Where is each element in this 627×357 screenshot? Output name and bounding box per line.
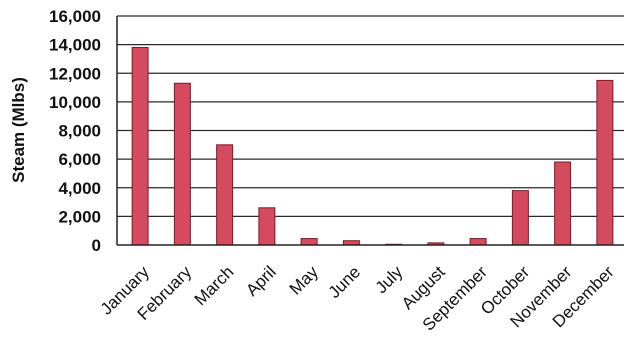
y-tick-labels: 0 2,000 4,000 6,000 8,000 10,000 12,000 14,000 1…: [49, 7, 101, 255]
y-tick-label: 14,000: [49, 36, 101, 55]
y-tick-label: 8,000: [58, 122, 101, 141]
y-tick-label: 6,000: [58, 150, 101, 169]
bar-march: [216, 144, 234, 246]
y-tick-label: 4,000: [58, 179, 101, 198]
y-tick-label: 2,000: [58, 207, 101, 226]
y-axis-label: Steam (Mlbs): [9, 77, 28, 183]
bar-january: [131, 46, 149, 246]
bar-april: [258, 207, 276, 246]
y-tick-label: 10,000: [49, 93, 101, 112]
gridlines: [117, 15, 624, 217]
bar-september: [469, 238, 487, 246]
bar-november: [554, 161, 572, 246]
bar-may: [300, 238, 318, 246]
bar-october: [511, 190, 529, 246]
x-tick-label: July: [372, 262, 407, 297]
x-tick-label: May: [286, 262, 322, 298]
bar-december: [596, 79, 614, 246]
y-tick-label: 16,000: [49, 7, 101, 26]
bars: [131, 46, 614, 246]
bar-february: [173, 82, 191, 246]
x-tick-label: April: [242, 262, 279, 299]
x-tick-label: March: [191, 262, 238, 309]
x-tick-label: June: [325, 262, 365, 302]
axes: [116, 16, 624, 246]
y-tick-label: 0: [92, 236, 101, 255]
y-tick-label: 12,000: [49, 64, 101, 83]
